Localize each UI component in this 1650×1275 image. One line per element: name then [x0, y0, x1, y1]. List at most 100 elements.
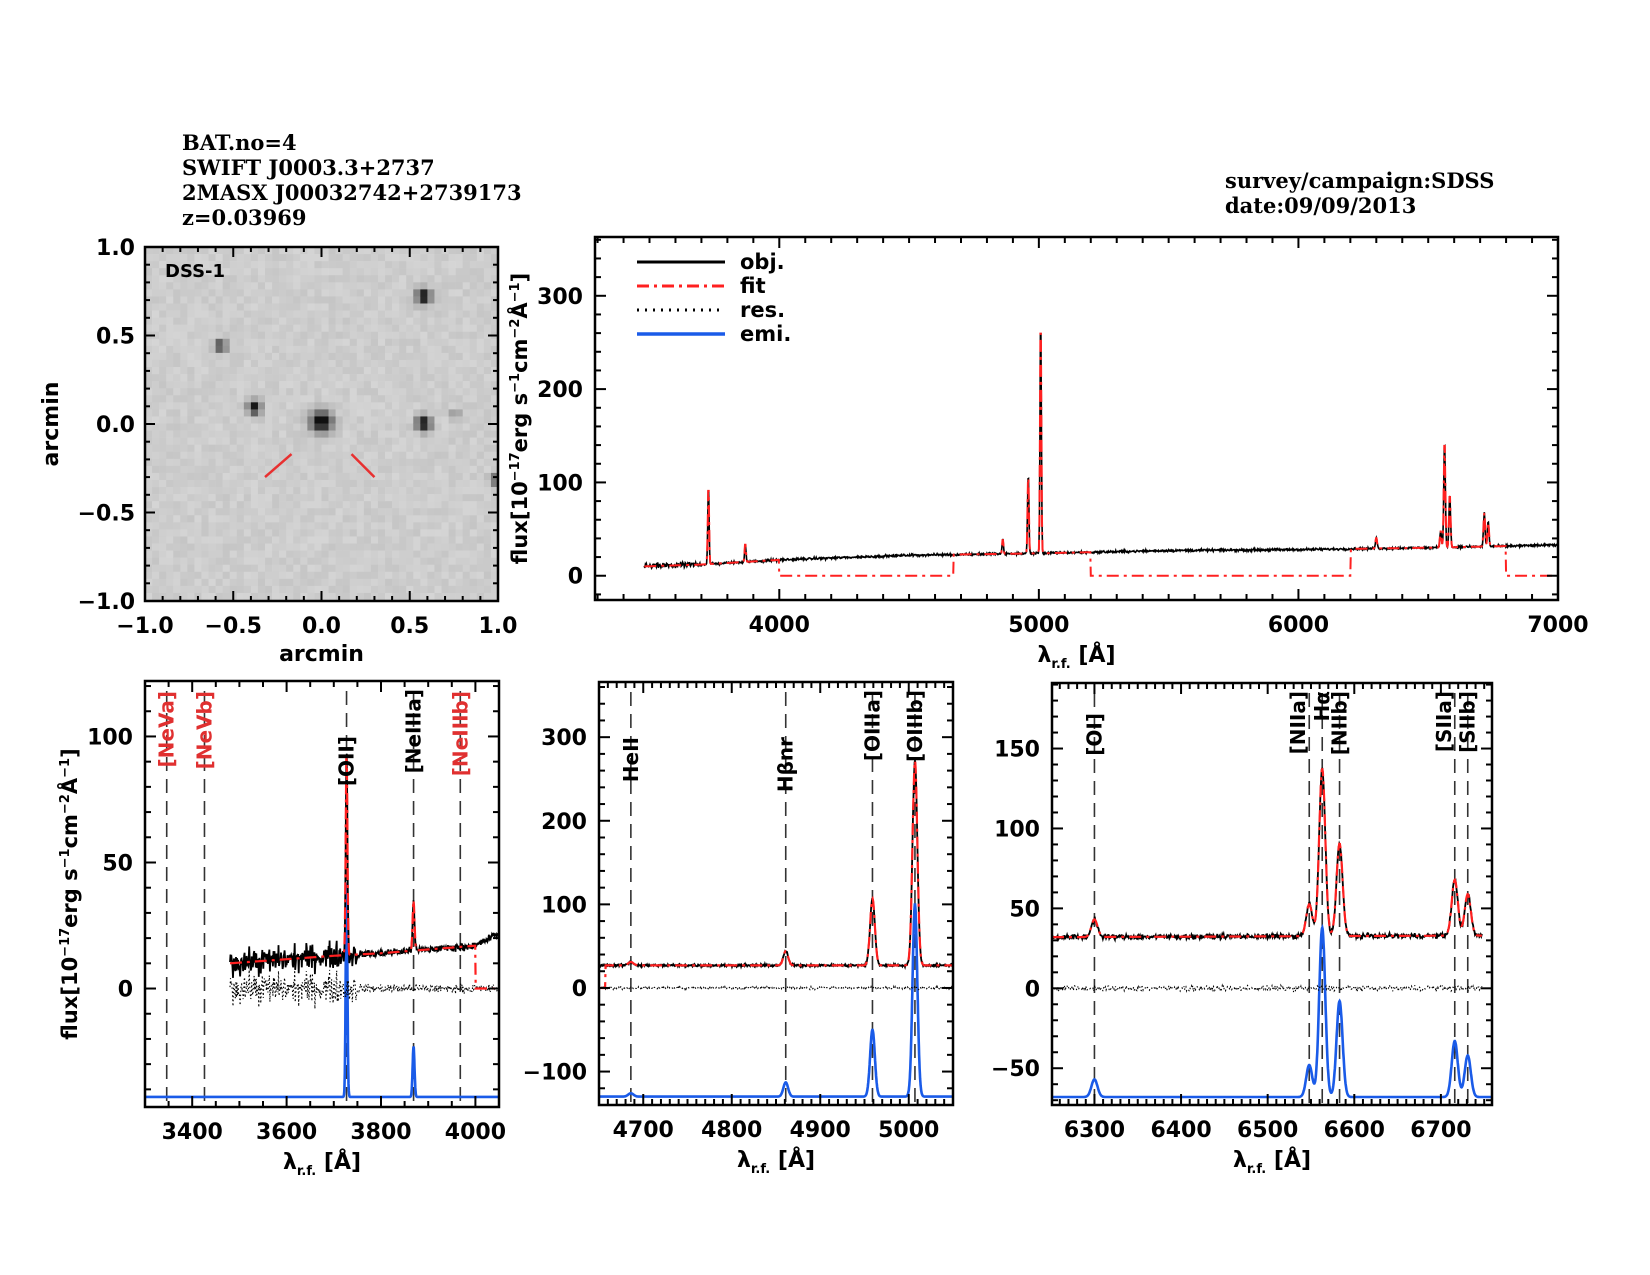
line-label: [NeIIIa]	[402, 689, 426, 773]
x-tick-label: 4900	[790, 1118, 851, 1143]
line-label: [NeVa]	[155, 691, 179, 767]
residual-line	[229, 969, 499, 1009]
x-tick-label: −1.0	[116, 614, 173, 639]
y-tick-label: 0	[118, 978, 133, 1003]
hbeta-spectrum-panel: HeII Hβnr [OIIIa] [OIIIb] 4700 4800 4900 5000 −1…	[523, 680, 955, 1177]
target-marker	[264, 453, 293, 479]
legend-label: fit	[740, 274, 766, 298]
residual-line	[599, 984, 953, 992]
legend-label: emi.	[740, 322, 791, 346]
y-tick-label: 50	[102, 851, 133, 876]
x-tick-label: 6300	[1064, 1118, 1125, 1143]
y-tick-label: 300	[541, 726, 587, 751]
x-tick-label: 5000	[1008, 613, 1069, 638]
survey-info: survey/campaign:SDSS date:09/09/2013	[1225, 168, 1494, 218]
x-tick-label: 6600	[1324, 1118, 1385, 1143]
obj-spectrum-line	[1052, 767, 1483, 943]
x-tick-label: 5000	[878, 1118, 939, 1143]
2mass-name: 2MASX J00032742+2739173	[182, 180, 522, 205]
plot-frame	[143, 679, 501, 1109]
y-tick-label: 0.0	[96, 413, 135, 438]
swift-name: SWIFT J0003.3+2737	[182, 155, 435, 180]
y-tick-label: 0.5	[96, 325, 135, 350]
y-tick-label: 0	[572, 977, 587, 1002]
x-tick-label: 4000	[749, 613, 810, 638]
x-tick-label: 4800	[701, 1118, 762, 1143]
obj-spectrum-line	[643, 332, 1559, 571]
fit-line	[599, 760, 953, 990]
line-label: [OI]	[1082, 713, 1106, 756]
redshift: z=0.03969	[182, 205, 307, 230]
y-tick-label: 100	[994, 817, 1040, 842]
y-tick-label: −1.0	[78, 590, 135, 615]
image-title: DSS-1	[165, 261, 225, 282]
x-tick-label: 6500	[1237, 1118, 1298, 1143]
fit-line	[644, 332, 1558, 577]
x-tick-label: 4700	[613, 1118, 674, 1143]
emi-line	[599, 903, 953, 1098]
y-tick-label: 100	[541, 893, 587, 918]
y-tick-label: 50	[1009, 897, 1040, 922]
x-axis-label: λr.f. [Å]	[737, 1147, 815, 1177]
x-axis-label: λr.f. [Å]	[283, 1149, 361, 1179]
y-axis-label: arcmin	[39, 382, 64, 467]
survey-campaign: survey/campaign:SDSS	[1225, 168, 1495, 193]
x-axis-label: arcmin	[279, 642, 364, 667]
y-tick-label: 200	[541, 810, 587, 835]
y-tick-label: −0.5	[78, 502, 135, 527]
x-tick-label: 3800	[350, 1120, 411, 1145]
line-label: [OIIIb]	[903, 690, 927, 762]
y-tick-label: 0	[1025, 977, 1040, 1002]
target-marker	[350, 453, 376, 478]
line-label: Hβnr	[774, 737, 798, 792]
object-info: BAT.no=4 SWIFT J0003.3+2737 2MASX J00032…	[182, 130, 522, 230]
x-tick-label: 6700	[1410, 1118, 1471, 1143]
full-spectrum-panel: 4000 5000 6000 7000 0 100 200 300 λr.f. [Å] flux[…	[507, 235, 1589, 672]
plot-area	[145, 691, 499, 1107]
x-tick-label: 3600	[256, 1120, 317, 1145]
line-label: [SIIb]	[1456, 691, 1480, 753]
x-tick-label: 0.5	[390, 614, 429, 639]
legend-label: obj.	[740, 250, 785, 274]
obj-spectrum-line	[229, 753, 499, 978]
line-label: [SIIa]	[1432, 691, 1456, 752]
y-tick-label: 200	[537, 378, 583, 403]
x-tick-label: 1.0	[479, 614, 518, 639]
y-tick-label: 1.0	[96, 236, 135, 261]
residual-line	[1052, 982, 1483, 994]
line-label: [NIIa]	[1286, 691, 1310, 754]
line-label: Hα	[1310, 691, 1334, 721]
x-tick-label: 0.0	[302, 614, 341, 639]
plot-frame	[593, 235, 1560, 602]
line-label: [OII]	[335, 736, 359, 786]
plot-area	[599, 692, 953, 1105]
x-tick-label: 7000	[1527, 613, 1588, 638]
x-axis-label: λr.f. [Å]	[1037, 642, 1115, 672]
y-tick-label: 100	[537, 471, 583, 496]
observation-date: date:09/09/2013	[1225, 193, 1417, 218]
x-tick-label: 6400	[1150, 1118, 1211, 1143]
fit-line	[1052, 768, 1482, 939]
line-label: [NeVb]	[192, 691, 216, 769]
y-tick-label: 300	[537, 285, 583, 310]
y-tick-label: 150	[994, 738, 1040, 763]
y-axis-label: flux[10−17erg s−1cm−2Å−1]	[57, 748, 82, 1039]
legend-label: res.	[740, 298, 785, 322]
x-tick-label: 6000	[1268, 613, 1329, 638]
line-label: [NIIb]	[1328, 691, 1352, 755]
dss-image-panel: −1.0−1.0 −0.5 −0.5 0.0 0.0 0.5 0.5 1.0 1.0 arcmin…	[39, 236, 517, 667]
x-axis-label: λr.f. [Å]	[1233, 1147, 1311, 1177]
plot-area	[1052, 693, 1492, 1105]
dss-image	[145, 247, 499, 601]
emi-line	[145, 882, 499, 1099]
y-tick-label: −100	[523, 1061, 587, 1086]
line-label: [OIIIa]	[860, 690, 884, 761]
x-tick-label: 4000	[445, 1120, 506, 1145]
emi-line	[1052, 923, 1492, 1099]
bat-number: BAT.no=4	[182, 130, 297, 155]
y-tick-label: 100	[87, 725, 133, 750]
y-tick-label: −50	[991, 1057, 1040, 1082]
line-label: [NeIIIb]	[448, 691, 472, 776]
